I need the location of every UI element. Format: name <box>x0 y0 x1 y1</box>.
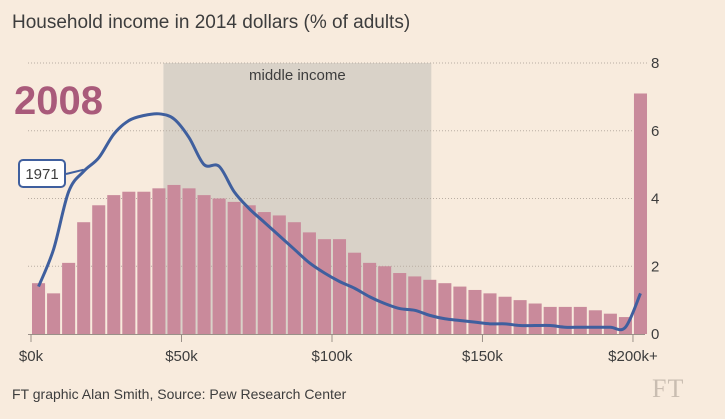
bar <box>197 195 211 334</box>
callout-1971-label: 1971 <box>25 166 58 183</box>
y-tick-label: 4 <box>651 191 659 208</box>
x-axis: $0k $50k $100k $150k $200k+ <box>19 334 658 365</box>
bar <box>348 252 362 334</box>
bar <box>378 266 392 334</box>
bar <box>242 205 256 334</box>
bar <box>152 188 166 334</box>
bar <box>302 232 316 334</box>
bar <box>483 293 497 334</box>
middle-income-label: middle income <box>249 67 346 84</box>
x-tick-label: $150k <box>462 348 503 365</box>
bar <box>498 296 512 334</box>
bar <box>212 198 226 334</box>
bar <box>227 201 241 334</box>
callout-box <box>18 159 66 188</box>
bar <box>167 184 181 334</box>
bar <box>287 222 301 334</box>
bar <box>363 262 377 334</box>
bars-2008 <box>32 93 648 334</box>
y-axis: 0 2 4 6 8 <box>651 55 659 343</box>
x-tick-label: $0k <box>19 348 44 365</box>
bar <box>558 306 572 334</box>
bar <box>633 93 648 334</box>
bar <box>332 239 347 334</box>
bar <box>468 289 482 334</box>
callout-1971: 1971 <box>18 159 84 188</box>
line-1971 <box>37 112 642 332</box>
bar <box>588 310 602 334</box>
bar <box>137 191 151 334</box>
source-credit: FT graphic Alan Smith, Source: Pew Resea… <box>12 386 347 402</box>
bar <box>513 300 527 334</box>
x-tick-label: $50k <box>165 348 198 365</box>
bar <box>528 303 542 334</box>
y-tick-label: 2 <box>651 258 659 275</box>
y-tick-label: 0 <box>651 326 659 343</box>
bar <box>272 215 286 334</box>
bar <box>603 313 617 334</box>
x-tick-label: $200k+ <box>608 348 658 365</box>
y-tick-label: 6 <box>651 123 659 140</box>
ft-logo: FT <box>652 374 685 403</box>
y-tick-label: 8 <box>651 55 659 72</box>
bar <box>257 212 271 334</box>
callout-leader <box>65 168 84 175</box>
chart-title: Household income in 2014 dollars (% of a… <box>12 12 411 33</box>
bar <box>32 283 46 334</box>
bar <box>423 279 437 334</box>
bar <box>47 293 61 334</box>
bar <box>393 273 407 334</box>
bar <box>62 262 76 334</box>
bar <box>122 191 136 334</box>
income-chart: middle income 0 2 4 6 8 $0k $50k $100k $150k $20… <box>14 55 659 365</box>
bar <box>438 283 452 334</box>
bar <box>453 286 467 334</box>
bar <box>408 276 422 334</box>
bar <box>77 222 91 334</box>
bar <box>543 306 557 334</box>
bar <box>573 306 587 334</box>
bar <box>182 188 196 334</box>
year-2008-label: 2008 <box>14 79 103 123</box>
bar <box>317 239 331 334</box>
bar <box>92 205 106 334</box>
bar <box>107 195 121 334</box>
x-tick-label: $100k <box>312 348 353 365</box>
